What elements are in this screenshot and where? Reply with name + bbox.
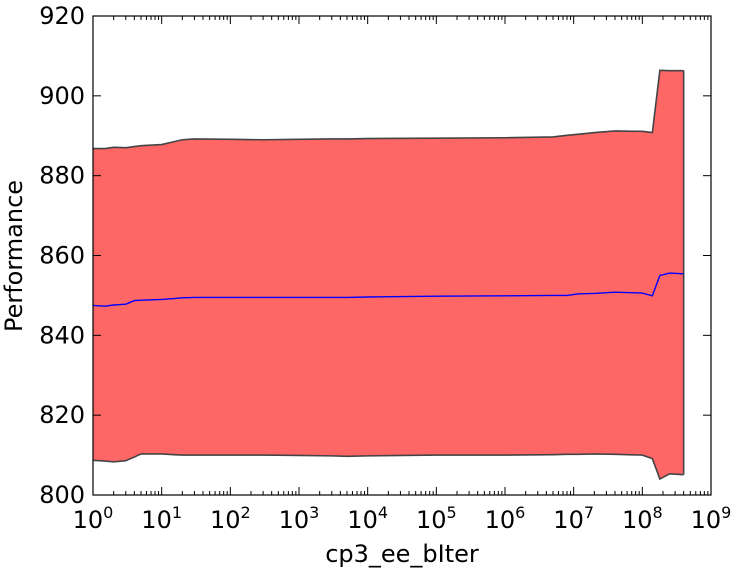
x-tick-label: 103 xyxy=(279,503,320,534)
y-tick-label: 860 xyxy=(39,242,85,270)
y-tick-label: 820 xyxy=(39,401,85,429)
x-axis-label: cp3_ee_bIter xyxy=(325,540,479,568)
x-tick-label: 101 xyxy=(141,503,182,534)
confidence-band xyxy=(93,70,684,480)
x-tick-label: 109 xyxy=(691,503,732,534)
x-tick-label: 106 xyxy=(485,503,526,534)
lower-bound-line xyxy=(92,453,684,481)
y-tick-label: 840 xyxy=(39,321,85,349)
upper-bound-line xyxy=(93,69,684,150)
y-tick-label: 880 xyxy=(39,162,85,190)
y-tick-label: 900 xyxy=(39,82,85,110)
y-axis-label: Performance xyxy=(0,180,28,332)
x-tick-label: 102 xyxy=(210,503,251,534)
x-tick-label: 108 xyxy=(622,503,663,534)
x-tick-label: 104 xyxy=(347,503,388,534)
y-tick-label: 800 xyxy=(39,481,85,509)
plot-area xyxy=(92,69,685,481)
x-tick-label: 105 xyxy=(416,503,457,534)
axes: 800 820 840 860 880 900 920 100 101 102 103 104 105 1… xyxy=(39,2,731,534)
y-tick-label: 920 xyxy=(39,2,85,30)
x-tick-label: 100 xyxy=(73,503,114,534)
x-tick-label: 107 xyxy=(553,503,594,534)
mean-line xyxy=(92,272,684,307)
